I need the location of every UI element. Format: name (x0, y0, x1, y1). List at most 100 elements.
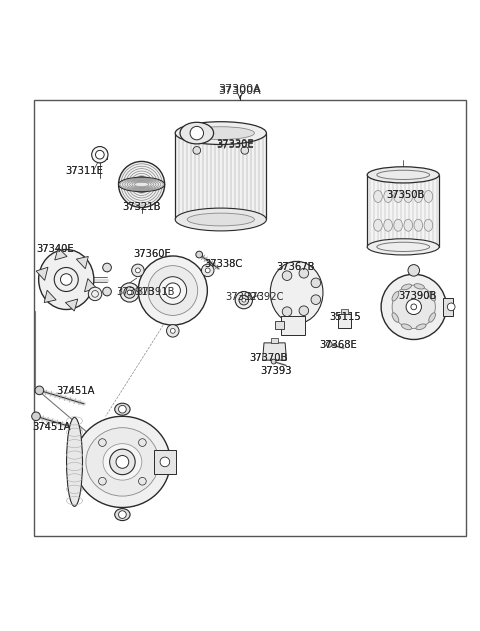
Ellipse shape (187, 127, 254, 139)
Text: 37370B: 37370B (250, 353, 288, 363)
Text: 37300A: 37300A (218, 86, 262, 96)
Circle shape (139, 478, 146, 485)
Text: 37392C: 37392C (226, 292, 264, 302)
Text: 37338C: 37338C (204, 259, 242, 269)
Circle shape (165, 283, 180, 298)
Ellipse shape (67, 418, 83, 506)
Text: 37367B: 37367B (276, 262, 314, 273)
Text: 37321B: 37321B (122, 202, 161, 212)
Text: 37330E: 37330E (216, 140, 254, 150)
Text: 37311E: 37311E (65, 167, 103, 177)
Text: 37390B: 37390B (398, 292, 437, 301)
Text: 37340E: 37340E (36, 244, 74, 254)
Bar (175, 133, 266, 220)
Bar (34, 100, 466, 536)
Circle shape (406, 299, 421, 314)
Circle shape (241, 146, 249, 154)
Ellipse shape (416, 324, 426, 329)
Circle shape (299, 268, 309, 278)
Polygon shape (263, 343, 287, 360)
Text: 37367B: 37367B (276, 262, 314, 273)
Polygon shape (76, 256, 88, 269)
Ellipse shape (414, 191, 422, 203)
Ellipse shape (86, 428, 159, 496)
Circle shape (98, 478, 106, 485)
Circle shape (282, 271, 292, 280)
Text: 37300A: 37300A (218, 84, 262, 94)
Circle shape (35, 386, 44, 395)
Circle shape (282, 307, 292, 317)
Ellipse shape (394, 219, 402, 231)
Text: 37390B: 37390B (398, 292, 437, 301)
Text: 37391B: 37391B (136, 288, 174, 297)
Ellipse shape (384, 191, 392, 203)
Circle shape (60, 274, 72, 285)
Text: 37311E: 37311E (65, 167, 103, 177)
Text: 37451A: 37451A (57, 386, 95, 396)
Circle shape (109, 449, 135, 475)
Bar (155, 450, 176, 474)
Bar (338, 314, 351, 328)
Circle shape (167, 324, 179, 337)
Ellipse shape (429, 292, 435, 301)
Circle shape (311, 278, 321, 288)
Text: 37393: 37393 (260, 366, 292, 375)
Ellipse shape (180, 122, 214, 144)
Circle shape (299, 306, 309, 316)
Circle shape (132, 264, 144, 276)
Ellipse shape (74, 416, 170, 507)
Ellipse shape (414, 219, 422, 231)
Text: 37393: 37393 (260, 366, 292, 375)
Circle shape (196, 251, 203, 258)
Circle shape (159, 277, 187, 304)
Circle shape (124, 286, 135, 298)
Circle shape (160, 457, 170, 467)
Ellipse shape (404, 191, 413, 203)
Circle shape (138, 180, 145, 188)
Text: 37451A: 37451A (33, 422, 71, 432)
Polygon shape (36, 267, 48, 280)
Ellipse shape (103, 444, 142, 480)
Polygon shape (55, 248, 67, 260)
Circle shape (381, 274, 446, 339)
Circle shape (447, 303, 455, 310)
Text: 35115: 35115 (330, 312, 361, 322)
Ellipse shape (39, 249, 94, 309)
Bar (443, 298, 453, 316)
Ellipse shape (424, 219, 433, 231)
Text: 37360E: 37360E (134, 249, 171, 259)
Circle shape (119, 405, 126, 413)
Bar (367, 175, 439, 247)
Circle shape (103, 263, 111, 272)
Text: 37368E: 37368E (320, 340, 357, 350)
Text: 35115: 35115 (330, 312, 361, 322)
Circle shape (134, 177, 149, 192)
Circle shape (326, 341, 332, 347)
Ellipse shape (392, 313, 399, 322)
Circle shape (98, 439, 106, 446)
Ellipse shape (373, 219, 382, 231)
Circle shape (193, 146, 201, 154)
Ellipse shape (401, 324, 411, 329)
Polygon shape (44, 290, 56, 303)
Circle shape (135, 268, 140, 273)
Circle shape (202, 264, 214, 276)
Circle shape (127, 290, 132, 295)
Bar (341, 309, 348, 314)
Circle shape (88, 287, 102, 300)
Circle shape (239, 295, 249, 305)
Ellipse shape (404, 219, 413, 231)
Text: 37350B: 37350B (386, 191, 425, 201)
Text: 37350B: 37350B (386, 191, 425, 201)
Text: 37391B: 37391B (117, 288, 155, 297)
Ellipse shape (187, 213, 254, 226)
Ellipse shape (392, 292, 399, 301)
Ellipse shape (429, 313, 435, 322)
Circle shape (120, 283, 139, 302)
Ellipse shape (394, 191, 402, 203)
Circle shape (103, 287, 111, 296)
Ellipse shape (175, 122, 266, 144)
Ellipse shape (175, 208, 266, 231)
Bar (271, 338, 278, 343)
Text: 37370B: 37370B (250, 353, 288, 363)
